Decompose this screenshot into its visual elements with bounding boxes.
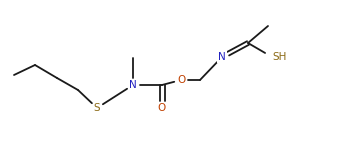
Text: S: S: [94, 103, 100, 113]
Text: O: O: [158, 103, 166, 113]
Text: N: N: [129, 80, 137, 90]
Text: O: O: [177, 75, 185, 85]
Text: SH: SH: [272, 52, 286, 62]
Text: N: N: [218, 52, 226, 62]
